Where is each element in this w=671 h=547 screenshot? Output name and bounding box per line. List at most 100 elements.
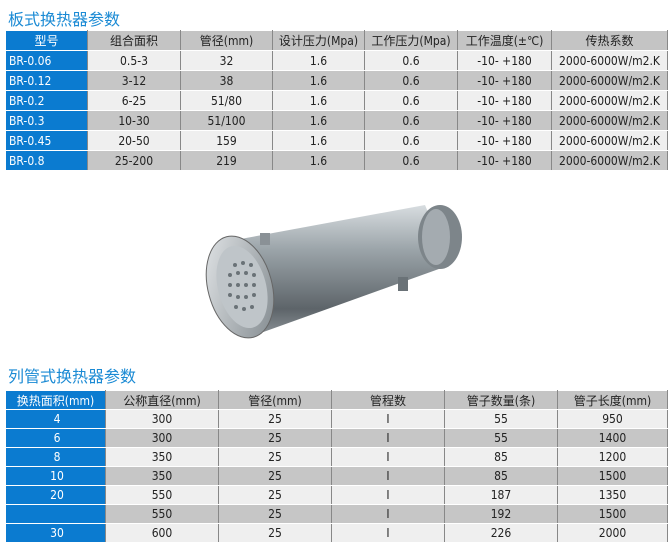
table-row: 8 350 25 I 85 1200 — [5, 447, 668, 467]
table-cell: 1.6 — [272, 130, 365, 151]
table-cell: 0.6 — [364, 110, 458, 131]
table-cell: 1.6 — [272, 70, 365, 91]
table-cell: 0.6 — [364, 130, 458, 151]
tube-exchanger-table: 换热面积(mm) 公称直径(mm) 管径(mm) 管程数 管子数量(条) 管子长度(mm)… — [5, 390, 668, 543]
table-cell: 2000-6000W/m2.K — [551, 50, 668, 71]
table-cell: -10- +180 — [457, 110, 552, 131]
table-cell: 159 — [180, 130, 273, 151]
table-cell: 0.6 — [364, 150, 458, 171]
table-cell: 25 — [218, 466, 332, 486]
table-cell: 25 — [218, 485, 332, 505]
column-header: 工作压力(Mpa) — [364, 30, 458, 51]
table-row: 550 25 I 192 1500 — [5, 504, 668, 524]
table-cell: 55 — [444, 428, 558, 448]
table-cell: I — [331, 428, 445, 448]
table-cell: 1500 — [557, 466, 668, 486]
plate-exchanger-table: 型号 组合面积 管径(mm) 设计压力(Mpa) 工作压力(Mpa) 工作温度(±℃) 传热… — [5, 30, 668, 171]
column-header: 工作温度(±℃) — [457, 30, 552, 51]
table-cell: 0.6 — [364, 70, 458, 91]
column-header: 型号 — [5, 30, 88, 51]
table-cell: 1350 — [557, 485, 668, 505]
table-cell: BR-0.45 — [5, 130, 88, 151]
table-cell: 51/80 — [180, 90, 273, 111]
table-cell: I — [331, 504, 445, 524]
table-row: 30 600 25 I 226 2000 — [5, 523, 668, 543]
column-header: 管子长度(mm) — [557, 390, 668, 410]
table-cell: 2000 — [557, 523, 668, 543]
table-cell: 0.6 — [364, 90, 458, 111]
column-header: 传热系数 — [551, 30, 668, 51]
table-cell: -10- +180 — [457, 130, 552, 151]
table-cell: 20 — [5, 485, 106, 505]
table-cell: 1.6 — [272, 90, 365, 111]
table-cell: -10- +180 — [457, 90, 552, 111]
table-cell: BR-0.2 — [5, 90, 88, 111]
table-row: BR-0.2 6-25 51/80 1.6 0.6 -10- +180 2000-6000W… — [5, 90, 668, 111]
table-cell: 25 — [218, 523, 332, 543]
table-cell: 550 — [105, 504, 219, 524]
table-cell — [5, 504, 106, 524]
column-header: 管程数 — [331, 390, 445, 410]
table-cell: 3-12 — [87, 70, 181, 91]
column-header: 公称直径(mm) — [105, 390, 219, 410]
table-cell: 1400 — [557, 428, 668, 448]
table-row: 20 550 25 I 187 1350 — [5, 485, 668, 505]
table-cell: 219 — [180, 150, 273, 171]
table-cell: 10-30 — [87, 110, 181, 131]
table-cell: 300 — [105, 428, 219, 448]
column-header: 组合面积 — [87, 30, 181, 51]
table-cell: 8 — [5, 447, 106, 467]
table-cell: 25-200 — [87, 150, 181, 171]
table-cell: 2000-6000W/m2.K — [551, 150, 668, 171]
table-row: 4 300 25 I 55 950 — [5, 409, 668, 429]
table-cell: 1.6 — [272, 150, 365, 171]
table-row: BR-0.06 0.5-3 32 1.6 0.6 -10- +180 2000-6000W/… — [5, 50, 668, 71]
table-cell: 10 — [5, 466, 106, 486]
table-cell: 6 — [5, 428, 106, 448]
table-cell: 25 — [218, 504, 332, 524]
table-cell: 1.6 — [272, 50, 365, 71]
table-cell: 1200 — [557, 447, 668, 467]
table-cell: 192 — [444, 504, 558, 524]
shell-tube-heat-exchanger-image — [200, 205, 470, 354]
table-row: 6 300 25 I 55 1400 — [5, 428, 668, 448]
column-header: 换热面积(mm) — [5, 390, 106, 410]
table-cell: 85 — [444, 447, 558, 467]
plate-exchanger-title: 板式换热器参数 — [8, 10, 121, 29]
table-cell: -10- +180 — [457, 50, 552, 71]
table-cell: BR-0.06 — [5, 50, 88, 71]
table-cell: 1500 — [557, 504, 668, 524]
table-cell: 55 — [444, 409, 558, 429]
column-header: 管子数量(条) — [444, 390, 558, 410]
table-cell: BR-0.12 — [5, 70, 88, 91]
table-cell: 600 — [105, 523, 219, 543]
table-cell: I — [331, 485, 445, 505]
column-header: 管径(mm) — [180, 30, 273, 51]
table-cell: 187 — [444, 485, 558, 505]
table-cell: 1.6 — [272, 110, 365, 131]
table-cell: -10- +180 — [457, 150, 552, 171]
table-cell: I — [331, 447, 445, 467]
table-cell: 32 — [180, 50, 273, 71]
table-cell: 85 — [444, 466, 558, 486]
table-cell: 0.6 — [364, 50, 458, 71]
table-cell: 350 — [105, 466, 219, 486]
table-cell: 300 — [105, 409, 219, 429]
table-row: BR-0.45 20-50 159 1.6 0.6 -10- +180 2000-6000W… — [5, 130, 668, 151]
table-cell: 226 — [444, 523, 558, 543]
column-header: 设计压力(Mpa) — [272, 30, 365, 51]
table-row: BR-0.3 10-30 51/100 1.6 0.6 -10- +180 2000-600… — [5, 110, 668, 131]
table-cell: 6-25 — [87, 90, 181, 111]
table-row: BR-0.8 25-200 219 1.6 0.6 -10- +180 2000-6000W… — [5, 150, 668, 171]
table-cell: 51/100 — [180, 110, 273, 131]
table-cell: 2000-6000W/m2.K — [551, 110, 668, 131]
table-cell: 2000-6000W/m2.K — [551, 70, 668, 91]
table-cell: 4 — [5, 409, 106, 429]
column-header: 管径(mm) — [218, 390, 332, 410]
table-cell: 950 — [557, 409, 668, 429]
tube-exchanger-title: 列管式换热器参数 — [8, 367, 137, 386]
table-cell: 0.5-3 — [87, 50, 181, 71]
table-row: BR-0.12 3-12 38 1.6 0.6 -10- +180 2000-6000W/m… — [5, 70, 668, 91]
table-cell: 25 — [218, 409, 332, 429]
table-cell: 25 — [218, 447, 332, 467]
